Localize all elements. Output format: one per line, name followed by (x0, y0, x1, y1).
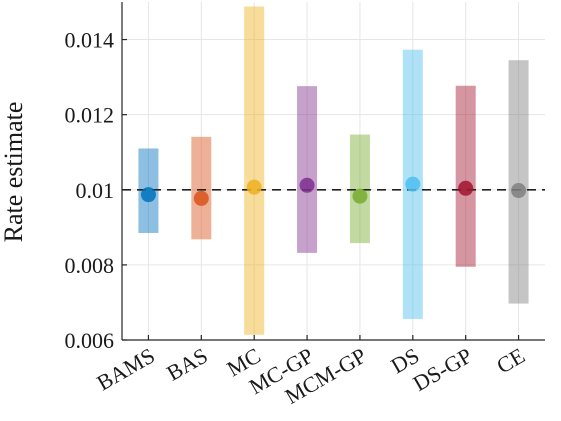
x-tick-label: BAS (162, 343, 212, 386)
interval-bar (297, 86, 318, 253)
estimate-point (352, 188, 368, 204)
y-tick-label: 0.01 (76, 178, 115, 203)
y-tick-label: 0.012 (65, 103, 115, 128)
interval-bar (244, 6, 265, 335)
interval-bar (508, 60, 529, 304)
estimate-point (511, 183, 527, 199)
y-tick-label: 0.006 (65, 328, 115, 353)
x-tick-label: CE (492, 343, 529, 379)
estimate-point (193, 190, 209, 206)
grid-lines (122, 2, 545, 341)
estimate-point (458, 180, 474, 196)
interval-bar (455, 85, 476, 267)
y-tick-label: 0.014 (65, 28, 115, 53)
estimate-point (140, 187, 156, 203)
estimate-point (246, 179, 262, 195)
estimate-point (299, 177, 315, 193)
interval-bars (138, 6, 529, 335)
estimate-points (140, 176, 527, 206)
y-axis-label: Rate estimate (0, 102, 28, 243)
x-tick-label: DS-GP (409, 343, 477, 396)
estimate-point (405, 176, 421, 192)
y-tick-label: 0.008 (65, 253, 115, 278)
axes (121, 2, 545, 341)
interval-bar (191, 136, 212, 240)
y-tick-labels: 0.006 0.008 0.01 0.012 0.014 (65, 28, 115, 353)
